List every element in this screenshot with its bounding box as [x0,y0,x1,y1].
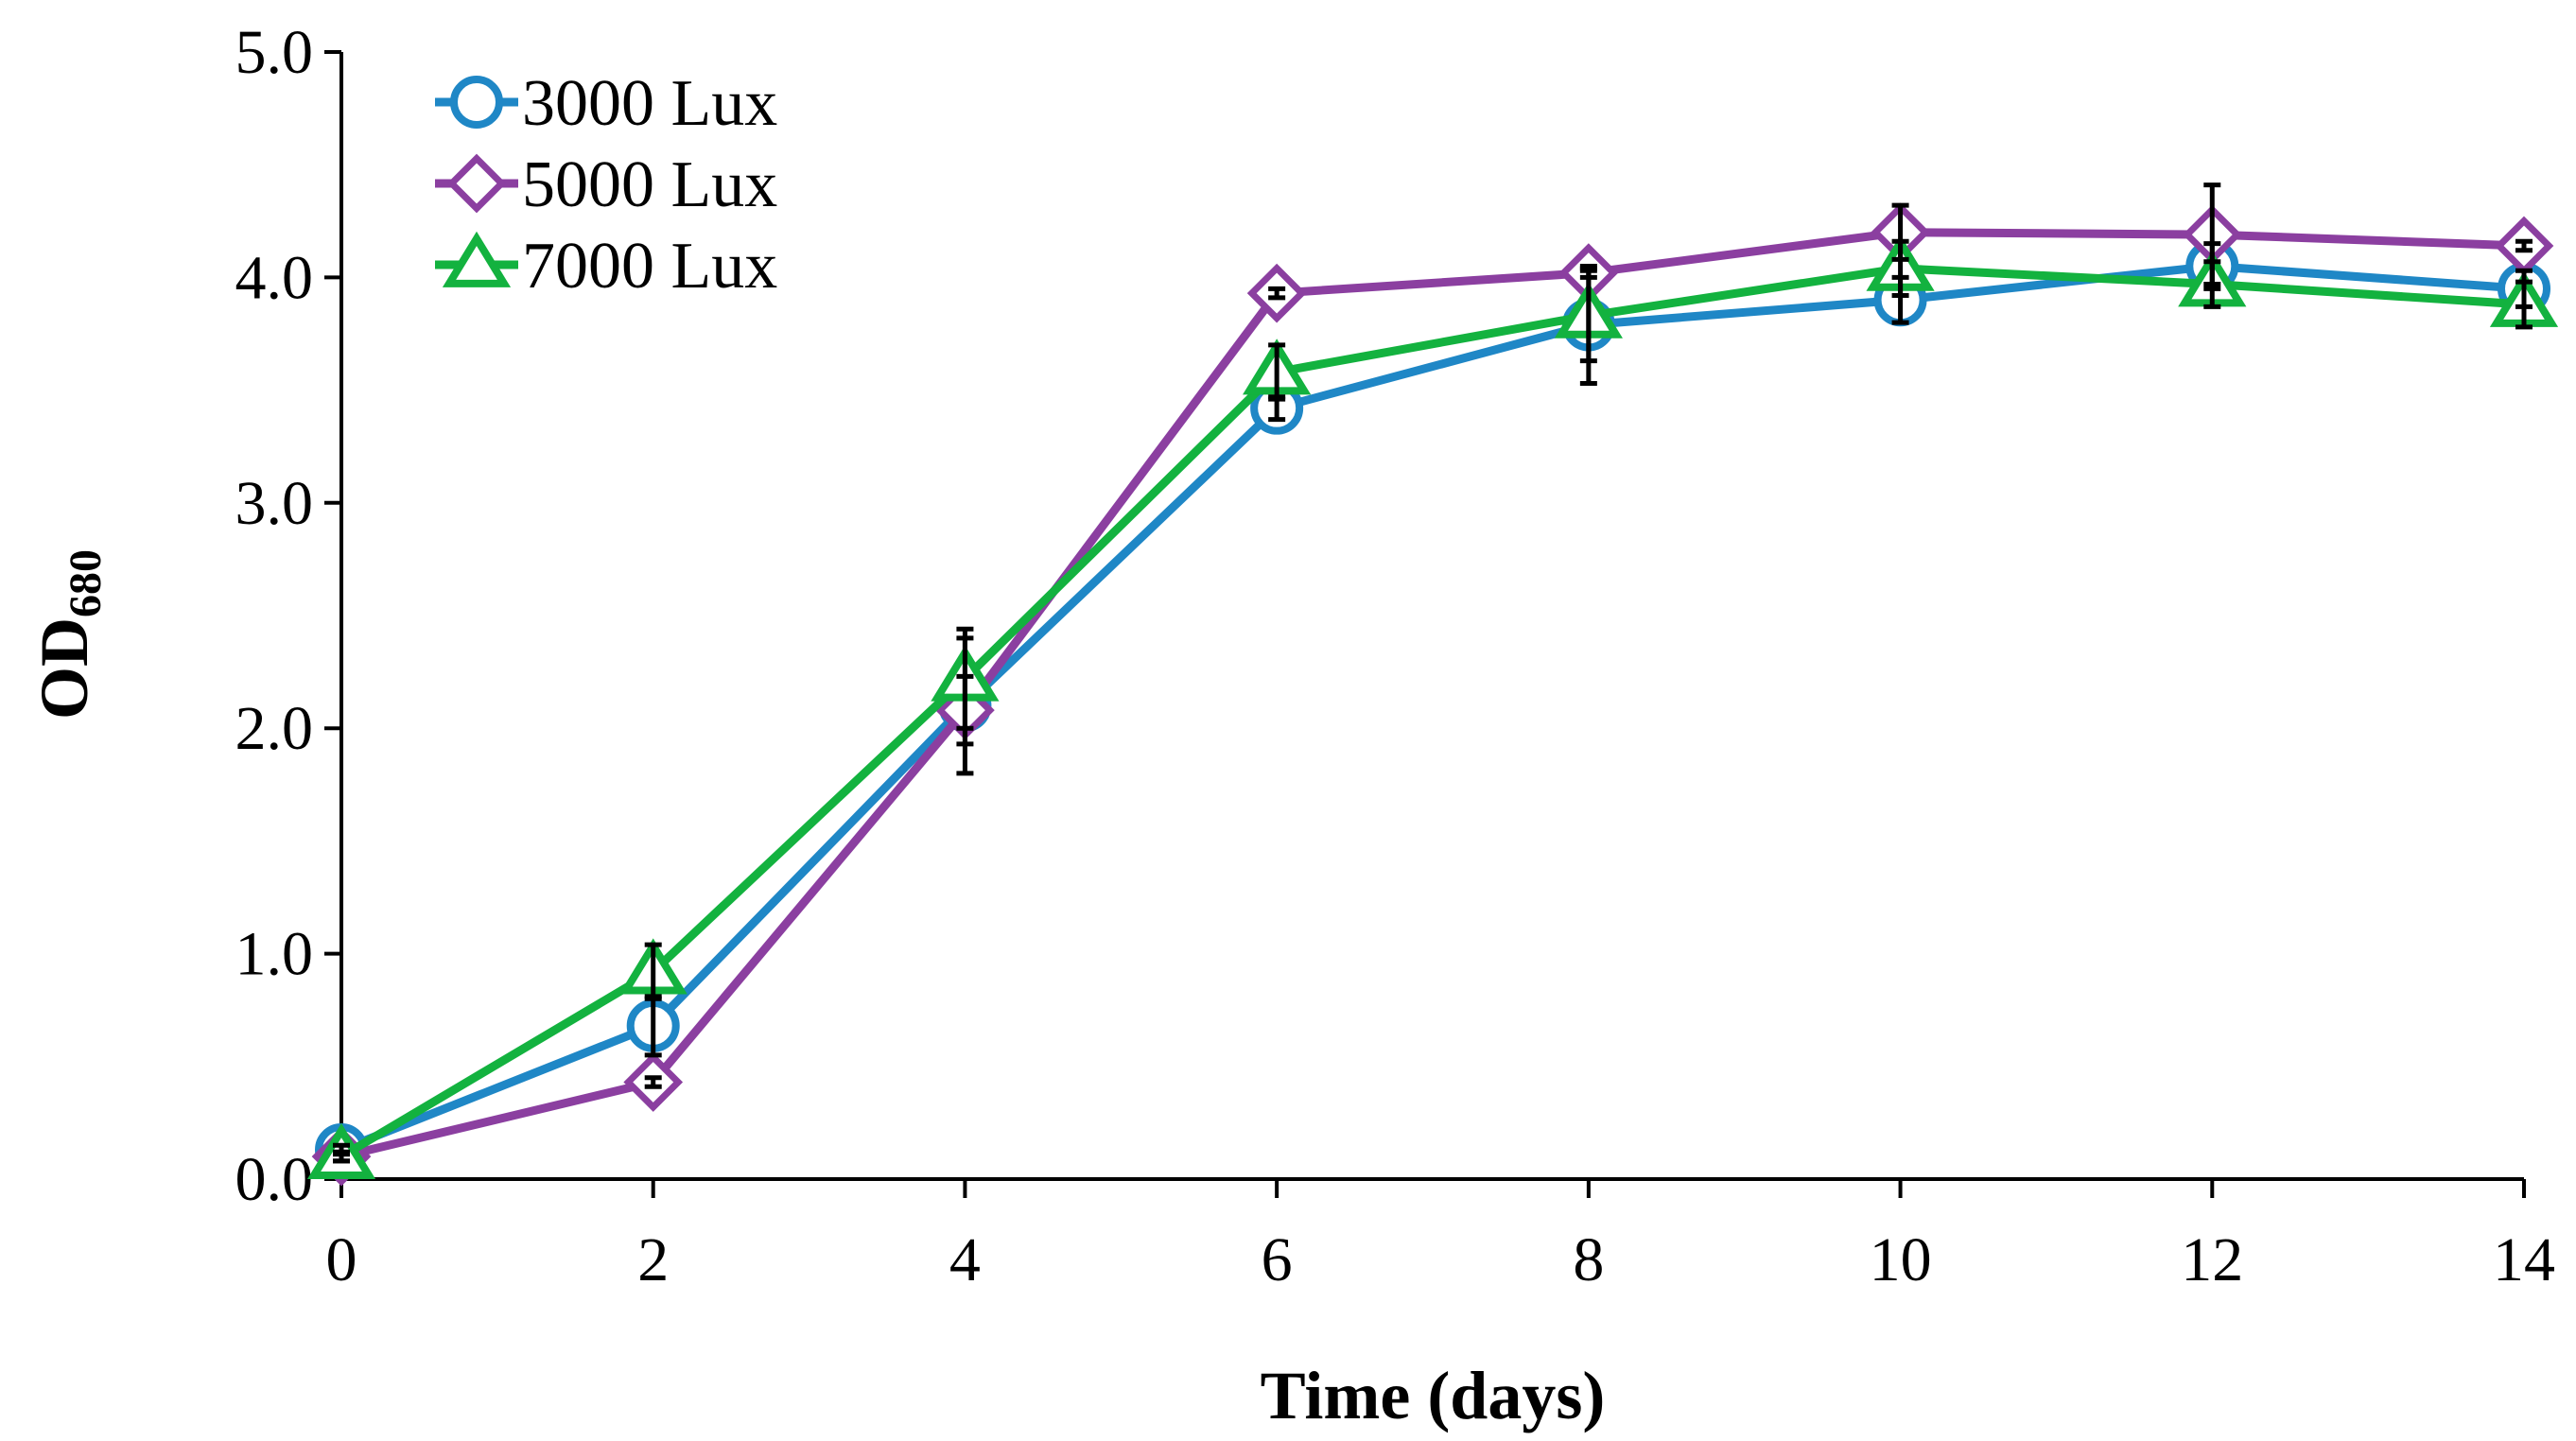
x-tick-label: 8 [1573,1225,1604,1294]
x-tick-label: 14 [2493,1225,2555,1294]
plot-area [306,182,2559,1187]
legend-item: 3000 Lux [435,67,777,140]
series-line [339,228,2525,1161]
y-axis-title-subscript: 680 [61,549,111,617]
y-axis-title-main: OD [26,617,102,720]
y-tick-label: 2.0 [235,694,314,763]
y-tick-label: 0.0 [235,1145,314,1214]
error-bar [1891,238,1909,298]
x-tick-label: 0 [326,1225,357,1294]
legend-item: 5000 Lux [435,148,777,221]
legend-label: 7000 Lux [522,230,777,303]
legend-marker [450,76,503,129]
y-tick-label: 3.0 [235,469,314,538]
y-axis-title: OD680 [26,549,111,720]
x-tick-label: 2 [637,1225,669,1294]
error-bar [644,942,662,1001]
legend-item: 7000 Lux [435,230,777,303]
error-bar [2515,238,2532,253]
error-bar [644,1075,662,1089]
y-tick-label: 5.0 [235,18,314,87]
error-bar [956,626,974,731]
error-bar [333,1149,350,1164]
x-tick-label: 6 [1262,1225,1293,1294]
legend-marker [442,231,512,287]
legend-label: 3000 Lux [522,67,777,140]
x-tick-label: 12 [2181,1225,2243,1294]
error-bars [333,182,2532,1164]
series-line [339,264,2525,1161]
error-bar [1268,342,1286,402]
x-tick-label: 4 [949,1225,981,1294]
x-tick-label: 10 [1870,1225,1932,1294]
error-bar [1579,268,1597,364]
error-bar [1268,286,1286,301]
legend-marker [446,153,507,214]
x-axis-title: Time (days) [1261,1358,1606,1433]
series-line [339,261,2525,1155]
legend: 3000 Lux 5000 Lux 7000 Lux [435,67,777,303]
axes: 0.0 1.0 2.0 3.0 4.0 5.0 0 2 4 6 8 10 12 14 [235,18,2556,1294]
y-tick-label: 1.0 [235,920,314,989]
error-bar [2203,259,2221,309]
legend-label: 5000 Lux [522,148,777,221]
y-tick-label: 4.0 [235,243,314,312]
error-bar [2515,279,2532,330]
